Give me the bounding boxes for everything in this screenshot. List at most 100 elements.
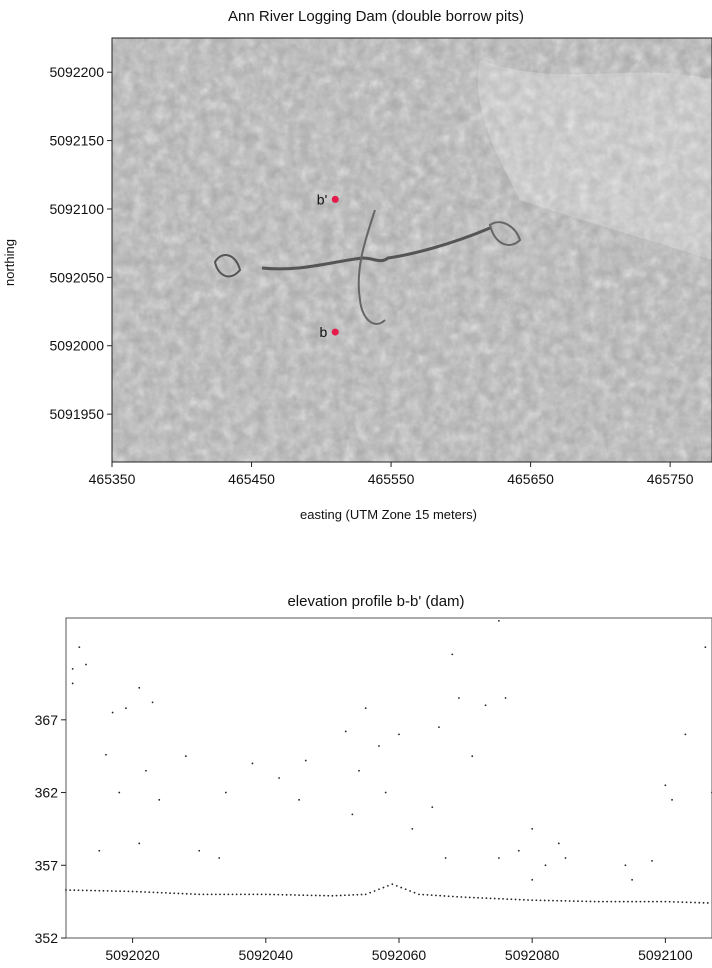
canopy-point	[158, 798, 161, 801]
ground-point	[264, 893, 267, 896]
ground-point	[277, 893, 280, 896]
map-x-ticks: 465350 465450 465550 465650 465750	[89, 462, 694, 487]
ground-point	[602, 900, 604, 903]
canopy-point	[704, 646, 707, 648]
ground-point	[323, 894, 325, 897]
canopy-point	[557, 842, 560, 845]
ground-point	[106, 890, 109, 892]
map-borrow-pit-west	[213, 254, 242, 278]
map-x-tick-label: 465350	[89, 471, 136, 487]
ground-point	[152, 891, 155, 894]
ground-point	[409, 890, 411, 892]
canopy-point	[218, 857, 221, 859]
ground-point	[651, 900, 654, 903]
canopy-point	[138, 842, 141, 845]
ground-point	[698, 901, 701, 904]
profile-y-tick-label: 357	[35, 857, 59, 873]
map-point-marker	[331, 328, 339, 336]
canopy-point	[118, 791, 121, 794]
ground-point	[493, 897, 496, 900]
canopy-point	[378, 745, 380, 747]
canopy-point	[351, 813, 354, 816]
ground-point	[706, 902, 709, 904]
ground-point	[514, 898, 517, 901]
canopy-point	[664, 784, 667, 787]
canopy-point	[224, 791, 227, 794]
ground-point	[289, 894, 292, 896]
map-markers: b' b	[317, 191, 339, 340]
ground-point	[306, 894, 309, 897]
ground-point	[214, 893, 217, 896]
ground-point	[694, 901, 696, 904]
ground-point	[430, 894, 433, 897]
ground-point	[506, 898, 509, 900]
ground-point	[352, 894, 355, 896]
map-y-tick-label: 5092000	[49, 338, 104, 354]
ground-point	[668, 900, 671, 903]
ground-point	[164, 892, 167, 894]
canopy-point	[71, 682, 74, 685]
ground-point	[123, 890, 126, 893]
profile-panel: 5092020 5092040 5092060 5092080 5092100 3673…	[35, 617, 712, 963]
ground-point	[135, 890, 138, 893]
map-x-tick-label: 465550	[368, 471, 415, 487]
ground-point	[310, 894, 313, 897]
canopy-point	[358, 769, 360, 772]
ground-point	[568, 900, 571, 902]
ground-point	[110, 890, 113, 892]
ground-point	[177, 892, 180, 895]
ground-point	[531, 899, 534, 902]
ground-point	[319, 894, 321, 897]
ground-point	[552, 899, 554, 902]
ground-point	[527, 899, 529, 901]
ground-point	[572, 900, 575, 902]
map-panel: b' b 465350 465450 465550 465650 465750 50922…	[49, 37, 712, 487]
profile-points	[65, 620, 712, 904]
canopy-point	[444, 857, 447, 859]
canopy-point	[531, 828, 534, 830]
ground-point	[185, 892, 188, 895]
ground-point	[77, 889, 80, 892]
canopy-point	[278, 777, 281, 779]
ground-point	[223, 893, 226, 896]
map-point-label: b'	[317, 191, 327, 207]
canopy-point	[544, 864, 547, 867]
map-dam-embankment	[261, 226, 491, 271]
ground-point	[639, 900, 642, 903]
ground-point	[614, 900, 617, 903]
ground-point	[681, 901, 684, 904]
ground-point	[227, 893, 230, 896]
ground-point	[589, 900, 592, 903]
ground-point	[189, 893, 192, 895]
ground-point	[73, 889, 76, 892]
ground-point	[348, 894, 350, 896]
canopy-point	[184, 755, 187, 758]
map-title: Ann River Logging Dam (double borrow pit…	[228, 8, 524, 25]
canopy-point	[105, 753, 107, 756]
ground-point	[477, 896, 479, 899]
ground-point	[256, 893, 259, 896]
map-borrow-pit-east	[488, 221, 522, 246]
ground-point	[689, 901, 692, 904]
map-x-tick-label: 465750	[647, 471, 694, 487]
ground-point	[181, 892, 184, 895]
canopy-point	[497, 857, 500, 859]
canopy-point	[344, 730, 347, 733]
ground-point	[373, 890, 376, 892]
ground-point	[327, 894, 330, 897]
ground-point	[210, 893, 213, 896]
canopy-point	[451, 653, 454, 656]
canopy-point	[364, 707, 367, 710]
ground-point	[119, 890, 122, 893]
ground-point	[335, 894, 338, 897]
ground-point	[618, 900, 621, 903]
ground-point	[413, 891, 416, 894]
map-y-tick-label: 5092200	[49, 64, 104, 80]
ground-point	[502, 898, 504, 900]
ground-point	[560, 899, 563, 902]
ground-point	[556, 899, 559, 902]
ground-point	[294, 894, 296, 896]
canopy-point	[71, 668, 74, 670]
ground-point	[248, 893, 251, 896]
ground-point	[198, 893, 201, 896]
